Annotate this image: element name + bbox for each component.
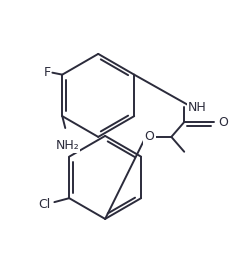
Text: NH: NH [188,101,207,114]
Text: O: O [218,116,228,128]
Text: Cl: Cl [38,198,51,210]
Text: F: F [43,66,51,79]
Text: NH₂: NH₂ [55,139,79,152]
Text: O: O [145,130,155,143]
